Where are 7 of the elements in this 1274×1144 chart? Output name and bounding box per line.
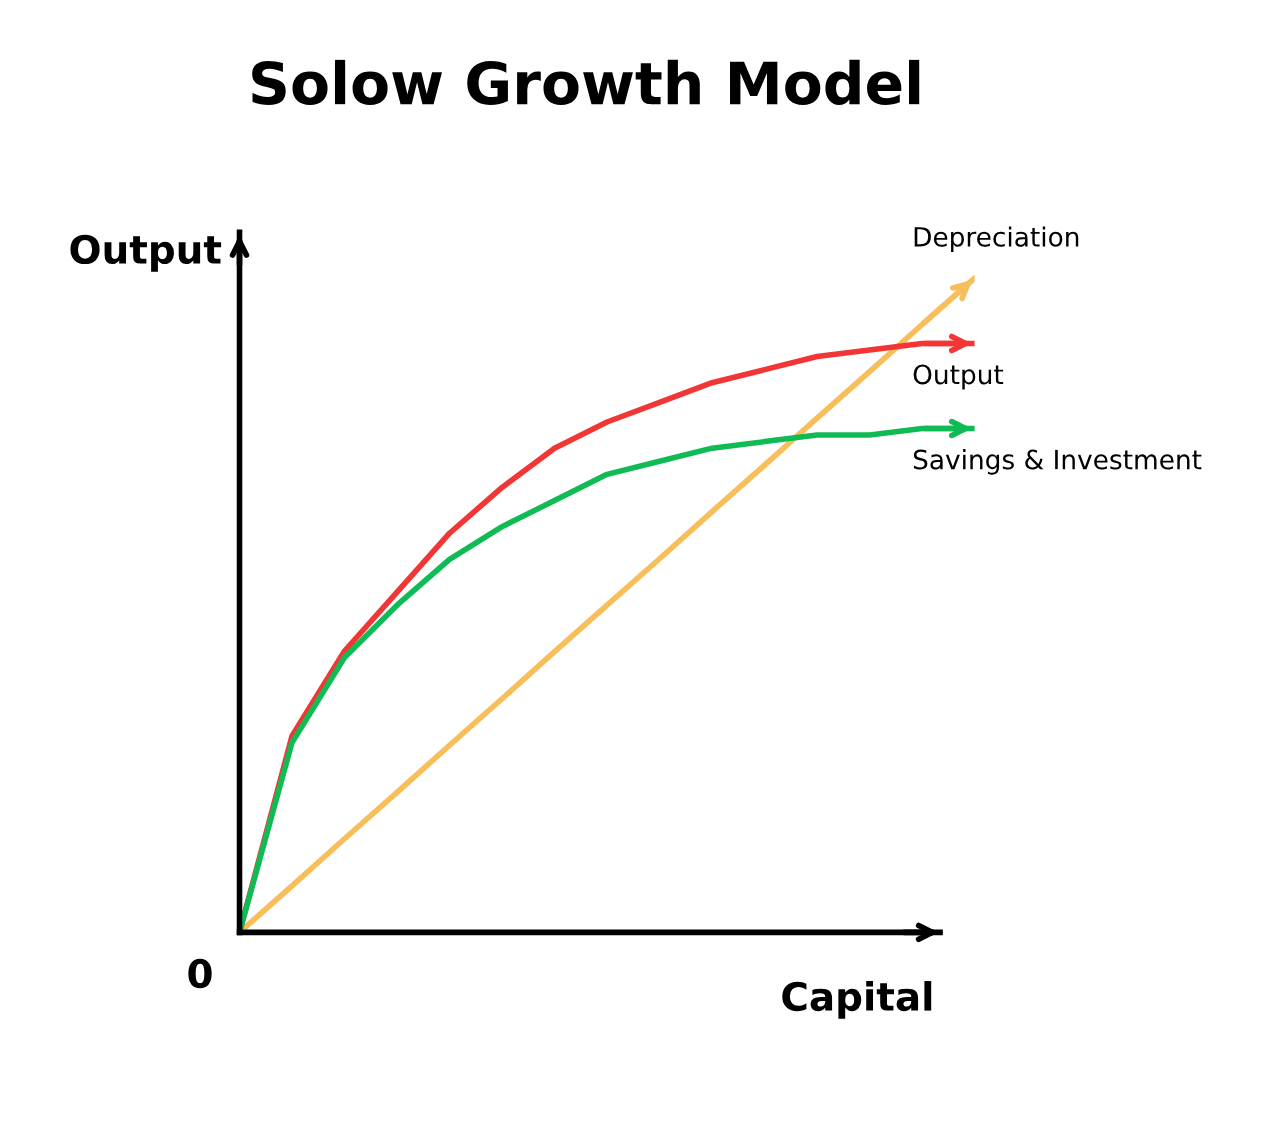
legend-label: Output — [913, 364, 1004, 390]
series-label: Depreciation — [914, 226, 1079, 252]
legend-label: Savings & Investment — [913, 449, 1202, 475]
x-axis-title: Capital — [782, 981, 932, 1019]
chart-title: Solow Growth Model — [252, 59, 920, 106]
y-axis-title: Output — [70, 234, 222, 272]
text: 0 — [188, 958, 212, 989]
